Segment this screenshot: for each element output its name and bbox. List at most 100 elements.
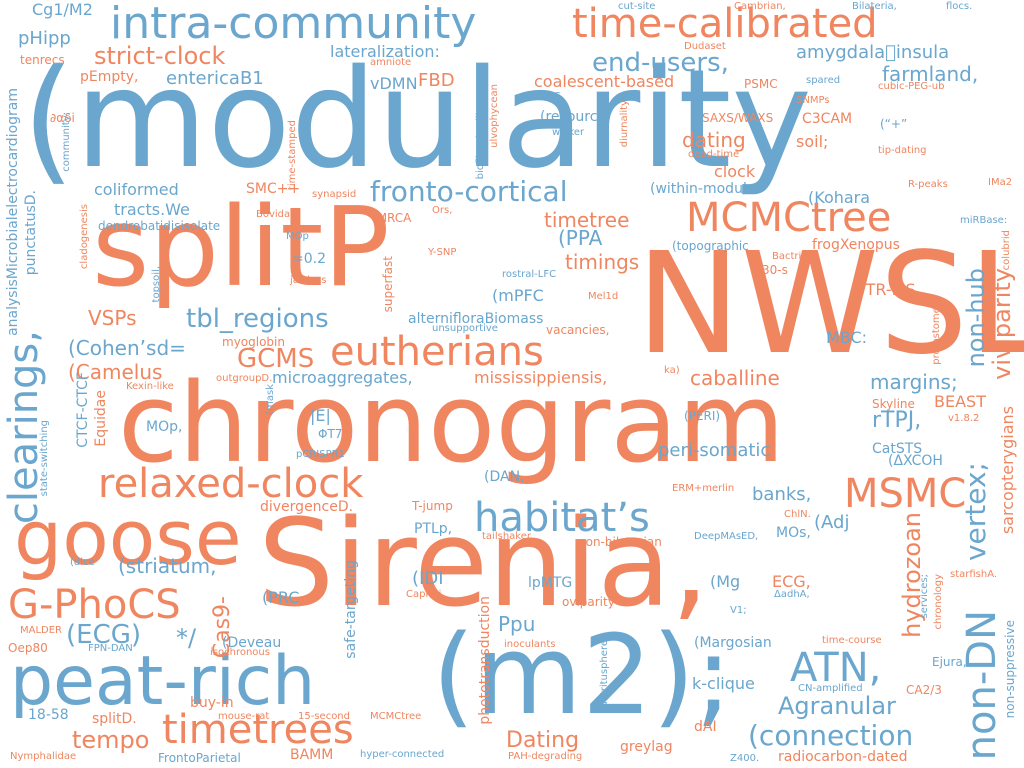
word: viviparity <box>988 268 1016 380</box>
word: */ <box>176 624 197 652</box>
word: CTCF-CTCF <box>75 372 91 448</box>
word: Nymphalidae <box>10 751 77 762</box>
word: Cambrian, <box>734 1 786 12</box>
word: vertex; <box>959 462 992 562</box>
word: v1.8.2 <box>948 413 980 424</box>
word: PTLp, <box>414 521 453 537</box>
word: dead-time <box>688 149 740 160</box>
word: detritusphere <box>599 640 610 708</box>
word: ATN, <box>790 645 882 691</box>
word: (Adj <box>814 512 850 533</box>
word: |E| <box>310 406 331 425</box>
word: habitat’s <box>474 495 650 541</box>
word: caballine <box>690 366 780 390</box>
word: (IDI <box>412 568 444 589</box>
word: Caprini <box>406 589 442 600</box>
word: clock <box>714 162 756 181</box>
word: dendrobatidisisolate <box>98 219 221 233</box>
word: (striatum, <box>118 554 217 578</box>
word: SAXS/WAXS <box>702 111 774 125</box>
word: margins; <box>870 370 958 394</box>
word: V1; <box>730 605 747 616</box>
word: CA2/3 <box>906 683 942 697</box>
word: 15-second <box>298 711 350 722</box>
word: safe-targeting <box>343 560 359 659</box>
word: tenrecs <box>20 53 65 67</box>
word: MBC: <box>826 328 868 347</box>
word: (mPFC, <box>528 91 564 102</box>
word: unsupportive <box>432 323 498 334</box>
word: Bovidae <box>256 209 297 220</box>
word: pCRISPR1 <box>296 449 345 460</box>
word: R-peaks <box>908 179 948 190</box>
word: MOs, <box>776 525 811 541</box>
word: sarcopterygians <box>998 406 1017 535</box>
word: (m2); <box>432 611 733 739</box>
word: (PPA <box>558 226 603 250</box>
word: Oep80 <box>8 641 48 655</box>
word: splitP <box>92 183 390 311</box>
word: C3CAM <box>802 111 853 127</box>
word: Equidae <box>93 390 109 447</box>
word: lateralization: <box>330 42 440 61</box>
word: Z400. <box>730 753 760 764</box>
word: ΔadhA, <box>774 589 810 600</box>
word: GCMS <box>237 344 315 374</box>
word: Skyline <box>872 397 915 411</box>
word: MCMCtree <box>370 711 422 722</box>
word: BEAST <box>934 392 986 411</box>
word: inoculants <box>504 639 556 650</box>
word: Dudaset <box>684 41 726 52</box>
word: peri-somatic <box>658 440 771 461</box>
word: coliformed <box>94 180 179 199</box>
word: analysisMicrobialelectrocardiogram <box>5 88 21 336</box>
word: colubrid <box>1001 230 1012 271</box>
word: time-calibrated <box>572 1 878 47</box>
word: timetree <box>544 208 630 232</box>
word: (connection <box>748 719 914 752</box>
word: BAMM <box>290 747 334 763</box>
word: rTPJ, <box>872 408 922 433</box>
word: FrontoParietal <box>158 751 241 765</box>
word: T-jump <box>412 499 453 513</box>
word: tbl_regions <box>186 304 329 334</box>
word: (resource <box>540 109 607 125</box>
word: ECG, <box>772 572 811 591</box>
word: MOp <box>286 231 309 242</box>
word: (ΔXCOH <box>888 453 943 469</box>
word: k-clique <box>692 674 755 693</box>
word: VSPs <box>88 306 137 330</box>
word: splitD. <box>92 711 137 727</box>
word: PAH-degrading <box>508 751 583 762</box>
word: timetrees <box>162 707 354 753</box>
word: dating <box>682 128 746 152</box>
word: superfast <box>381 256 395 313</box>
word: alternifloraBiomass <box>408 311 544 327</box>
word: fronto-cortical <box>370 175 568 208</box>
word: diurnality <box>619 100 630 148</box>
word: 30-s <box>762 263 788 277</box>
word: Y-SNP <box>428 247 457 258</box>
word: G-PhoCS <box>8 582 181 628</box>
word: CatSTS <box>872 441 923 457</box>
word: wicker <box>552 127 585 138</box>
word: tracts.We <box>114 200 190 219</box>
word: Ors, <box>432 205 453 216</box>
word: (PRC <box>262 588 300 607</box>
word: chronology <box>933 574 944 630</box>
word: MCMCtree <box>686 195 892 241</box>
word: buy-in <box>190 695 234 711</box>
word: mississippiensis, <box>474 368 608 387</box>
word: rostral-LFC <box>502 269 557 280</box>
word: punctatusD. <box>23 190 39 276</box>
word: (DAN, <box>484 469 525 485</box>
word: clearings, <box>1 330 47 525</box>
word: pEmpty, <box>80 69 139 85</box>
word: ChlN. <box>784 509 811 520</box>
word: IMa2 <box>988 177 1013 188</box>
word: Ppu <box>498 612 536 636</box>
word: (“+” <box>880 117 908 131</box>
word: Kexin-like <box>126 381 174 392</box>
word: soil; <box>796 132 829 151</box>
